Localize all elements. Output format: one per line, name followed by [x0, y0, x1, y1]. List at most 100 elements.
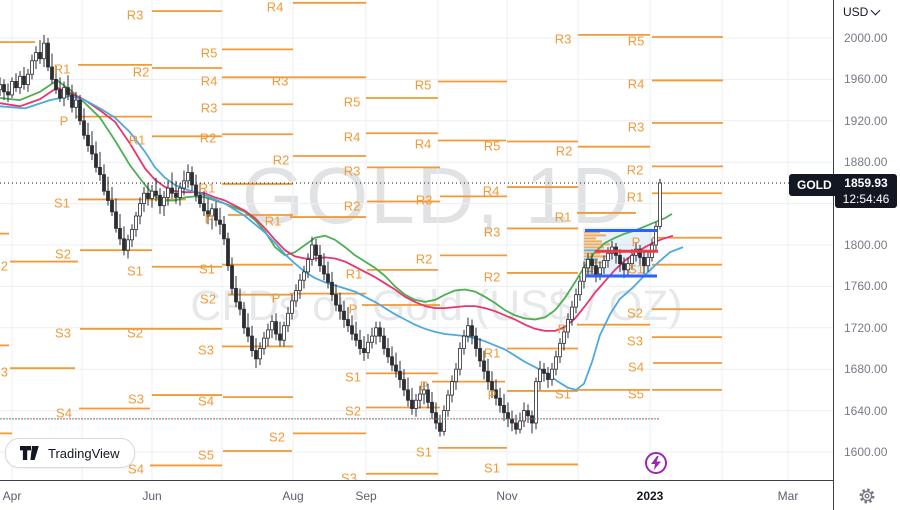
- candle-body: [578, 280, 582, 296]
- candle-body: [310, 244, 314, 260]
- last-price-value: 1859.93: [844, 176, 888, 190]
- candle-body: [306, 259, 310, 273]
- candle-body: [42, 42, 46, 60]
- candle-body: [158, 194, 162, 207]
- candle-body: [210, 208, 214, 217]
- candle-body: [382, 335, 386, 349]
- candle-body: [622, 263, 626, 271]
- candle-body: [602, 260, 606, 269]
- candle-body: [418, 393, 422, 401]
- candle-body: [510, 418, 514, 424]
- price-tick: 1920.00: [844, 113, 888, 128]
- candle-body: [118, 228, 122, 240]
- last-price-tag: 1859.93 12:54:46: [835, 174, 897, 208]
- candle-body: [178, 187, 182, 198]
- price-tick: 1600.00: [844, 445, 888, 459]
- candle-body: [214, 208, 218, 221]
- candle-body: [2, 84, 6, 93]
- time-tick: Nov: [496, 489, 518, 503]
- price-tick: 1800.00: [844, 238, 888, 252]
- time-tick: Aug: [282, 489, 304, 503]
- candle-body: [254, 350, 258, 360]
- candle-body: [18, 75, 22, 89]
- candle-body: [490, 381, 494, 391]
- candle-body: [618, 254, 622, 265]
- chart-plot-area[interactable]: [0, 0, 833, 480]
- candle-body: [454, 368, 458, 383]
- candle-body: [458, 348, 462, 370]
- currency-dropdown[interactable]: USD: [843, 5, 881, 19]
- candle-body: [466, 325, 470, 337]
- alert-lightning-badge[interactable]: [645, 452, 667, 474]
- candle-body: [270, 321, 274, 331]
- candle-body: [6, 91, 10, 96]
- candle-body: [398, 370, 402, 380]
- candle-body: [246, 327, 250, 337]
- candle-body: [486, 370, 490, 383]
- candle-body: [122, 238, 126, 251]
- candle-body: [446, 394, 450, 412]
- time-axis[interactable]: Apr Jun Aug Sep Nov 2023 Mar: [0, 480, 900, 510]
- candle-body: [342, 310, 346, 320]
- candle-body: [226, 238, 230, 267]
- candle-body: [514, 422, 518, 430]
- last-price-time: 12:54:46: [842, 192, 890, 206]
- price-tick: 1640.00: [844, 403, 888, 418]
- candle-body: [570, 306, 574, 320]
- price-tick: 1880.00: [844, 155, 888, 170]
- price-tick: 1960.00: [844, 72, 888, 87]
- candle-body: [94, 153, 98, 168]
- candle-body: [526, 410, 530, 417]
- currency-label: USD: [843, 5, 869, 19]
- candle-body: [162, 196, 166, 207]
- volume-profile-row: [584, 234, 606, 237]
- candle-body: [54, 79, 58, 91]
- candle-body: [230, 265, 234, 289]
- candle-body: [294, 290, 298, 302]
- candle-body: [390, 356, 394, 366]
- gear-icon[interactable]: [858, 487, 876, 505]
- candle-body: [22, 75, 26, 85]
- candle-body: [286, 312, 290, 327]
- candle-body: [26, 73, 30, 85]
- candle-body: [98, 166, 102, 176]
- candle-body: [266, 329, 270, 339]
- candle-body: [90, 145, 94, 155]
- candle-body: [430, 401, 434, 414]
- candle-body: [202, 203, 206, 212]
- ma-slow-blue: [0, 95, 684, 391]
- candle-body: [630, 254, 634, 265]
- candle-body: [198, 194, 202, 205]
- candle-body: [658, 182, 662, 227]
- time-tick: Mar: [777, 489, 799, 503]
- candle-body: [82, 120, 86, 136]
- candle-body: [314, 244, 318, 256]
- volume-profile-row: [584, 249, 596, 252]
- tradingview-logo[interactable]: TradingView: [5, 438, 135, 468]
- candle-body: [174, 192, 178, 198]
- candle-body: [222, 223, 226, 240]
- candle-body: [146, 192, 150, 199]
- candle-body: [258, 348, 262, 360]
- candle-body: [406, 389, 410, 401]
- candle-body: [154, 190, 158, 196]
- candle-body: [470, 325, 474, 337]
- volume-profile-row: [584, 246, 604, 249]
- candle-body: [30, 60, 34, 75]
- candle-body: [506, 412, 510, 420]
- candle-body: [58, 89, 62, 99]
- candle-body: [138, 203, 142, 217]
- candle-body: [414, 399, 418, 409]
- candle-body: [170, 187, 174, 194]
- candle-body: [422, 389, 426, 395]
- candle-body: [450, 381, 454, 396]
- candle-body: [522, 410, 526, 422]
- candle-body: [550, 368, 554, 380]
- candle-body: [218, 219, 222, 225]
- candle-body: [478, 348, 482, 362]
- candle-body: [534, 381, 538, 424]
- candle-body: [498, 397, 502, 406]
- candle-body: [274, 321, 278, 335]
- price-axis[interactable]: USD 2000.001960.001920.001880.001840.001…: [833, 0, 900, 510]
